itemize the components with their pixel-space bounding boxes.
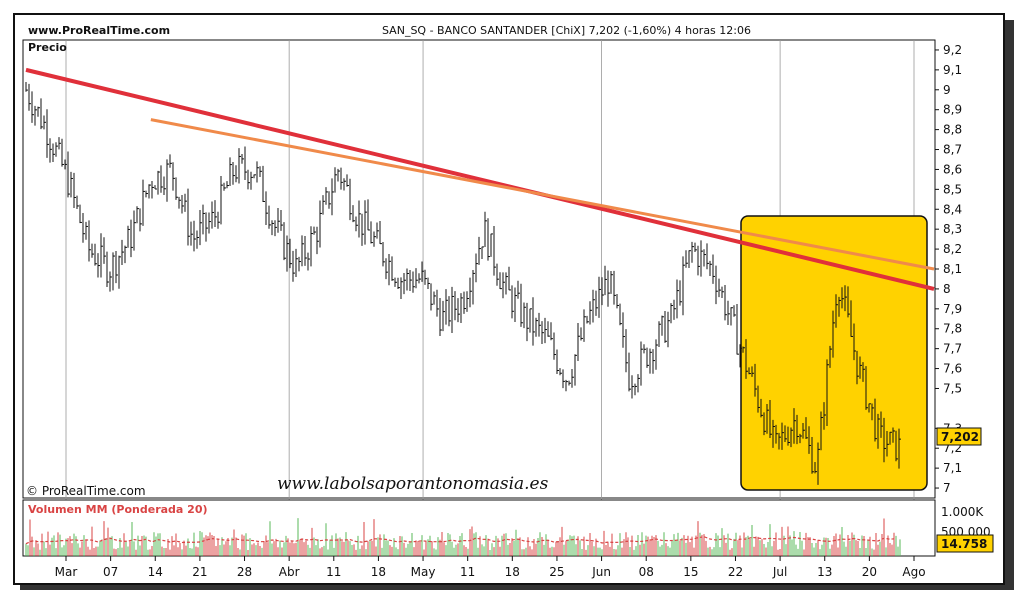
x-tick-label: 25 bbox=[549, 565, 564, 579]
x-tick-label: 13 bbox=[817, 565, 832, 579]
x-tick-label: Ago bbox=[902, 565, 925, 579]
y-tick-label: 7,8 bbox=[943, 322, 962, 336]
y-tick-label: 9,1 bbox=[943, 63, 962, 77]
x-tick-label: 21 bbox=[192, 565, 207, 579]
y-tick-label: 7,1 bbox=[943, 461, 962, 475]
y-tick-label: 8,9 bbox=[943, 103, 962, 117]
y-tick-label: 8,2 bbox=[943, 242, 962, 256]
volume-plot-area bbox=[22, 499, 936, 557]
current-volume-badge bbox=[936, 534, 994, 553]
y-tick-label: 8,8 bbox=[943, 123, 962, 137]
x-tick-label: 18 bbox=[505, 565, 520, 579]
volume-panel-label: Volumen MM (Ponderada 20) bbox=[28, 503, 208, 516]
trendline-red bbox=[25, 67, 935, 291]
current-volume-value: 14.758 bbox=[941, 537, 987, 551]
time-axis: Mar 07 14 21 28 Abr 11 18 May 11 18 25 Jun 08 15 22 Jul 1… bbox=[55, 556, 926, 579]
y-tick-label: 8 bbox=[943, 282, 951, 296]
y-tick-label: 7,6 bbox=[943, 362, 962, 376]
current-price-value: 7,202 bbox=[941, 430, 979, 444]
current-price-badge bbox=[936, 427, 982, 446]
x-tick-label: 22 bbox=[728, 565, 743, 579]
copyright-text: © ProRealTime.com bbox=[26, 484, 146, 498]
x-tick-label: 11 bbox=[326, 565, 341, 579]
x-tick-label: 07 bbox=[103, 565, 118, 579]
price-axis: 9,2 9,1 9 8,9 8,8 8,7 8,6 8,5 8,4 8,3 8,2 8,1 8 7,9 7,… bbox=[935, 43, 962, 495]
y-tick-label: 7,9 bbox=[943, 302, 962, 316]
y-tick-label: 8,7 bbox=[943, 143, 962, 157]
price-panel: Precio © ProRealTime.com www.labolsapora… bbox=[22, 39, 936, 556]
y-tick-label: 8,3 bbox=[943, 222, 962, 236]
y-tick-label: 7 bbox=[943, 481, 951, 495]
y-tick-label: 9,2 bbox=[943, 43, 962, 57]
x-tick-label: Mar bbox=[55, 565, 78, 579]
x-tick-label: 28 bbox=[237, 565, 252, 579]
chart-title: SAN_SQ - BANCO SANTANDER [ChiX] 7,202 (-… bbox=[382, 24, 751, 37]
site-name: www.ProRealTime.com bbox=[28, 24, 170, 37]
y-tick-label: 9 bbox=[943, 83, 951, 97]
volume-tick-top: 1.000K bbox=[941, 505, 984, 519]
y-tick-label: 7,5 bbox=[943, 381, 962, 395]
volume-panel: Volumen MM (Ponderada 20) bbox=[22, 499, 936, 557]
trendline-orange bbox=[150, 118, 935, 271]
x-tick-label: 11 bbox=[460, 565, 475, 579]
y-tick-label: 8,5 bbox=[943, 182, 962, 196]
x-tick-label: 18 bbox=[371, 565, 386, 579]
x-tick-label: 15 bbox=[683, 565, 698, 579]
x-tick-label: 20 bbox=[862, 565, 877, 579]
price-bars bbox=[25, 81, 901, 485]
y-tick-label: 8,6 bbox=[943, 162, 962, 176]
watermark-text: www.labolsaporantonomasia.es bbox=[277, 474, 549, 494]
y-tick-label: 8,4 bbox=[943, 202, 962, 216]
x-tick-label: 08 bbox=[639, 565, 654, 579]
x-tick-label: Jun bbox=[591, 565, 611, 579]
x-tick-label: Jul bbox=[772, 565, 787, 579]
x-tick-label: Abr bbox=[279, 565, 300, 579]
x-tick-label: May bbox=[411, 565, 436, 579]
x-tick-label: 14 bbox=[148, 565, 163, 579]
y-tick-label: 8,1 bbox=[943, 262, 962, 276]
price-panel-label: Precio bbox=[28, 41, 67, 54]
volume-bars bbox=[25, 518, 901, 556]
y-tick-label: 7,7 bbox=[943, 342, 962, 356]
volume-moving-average bbox=[25, 536, 897, 545]
